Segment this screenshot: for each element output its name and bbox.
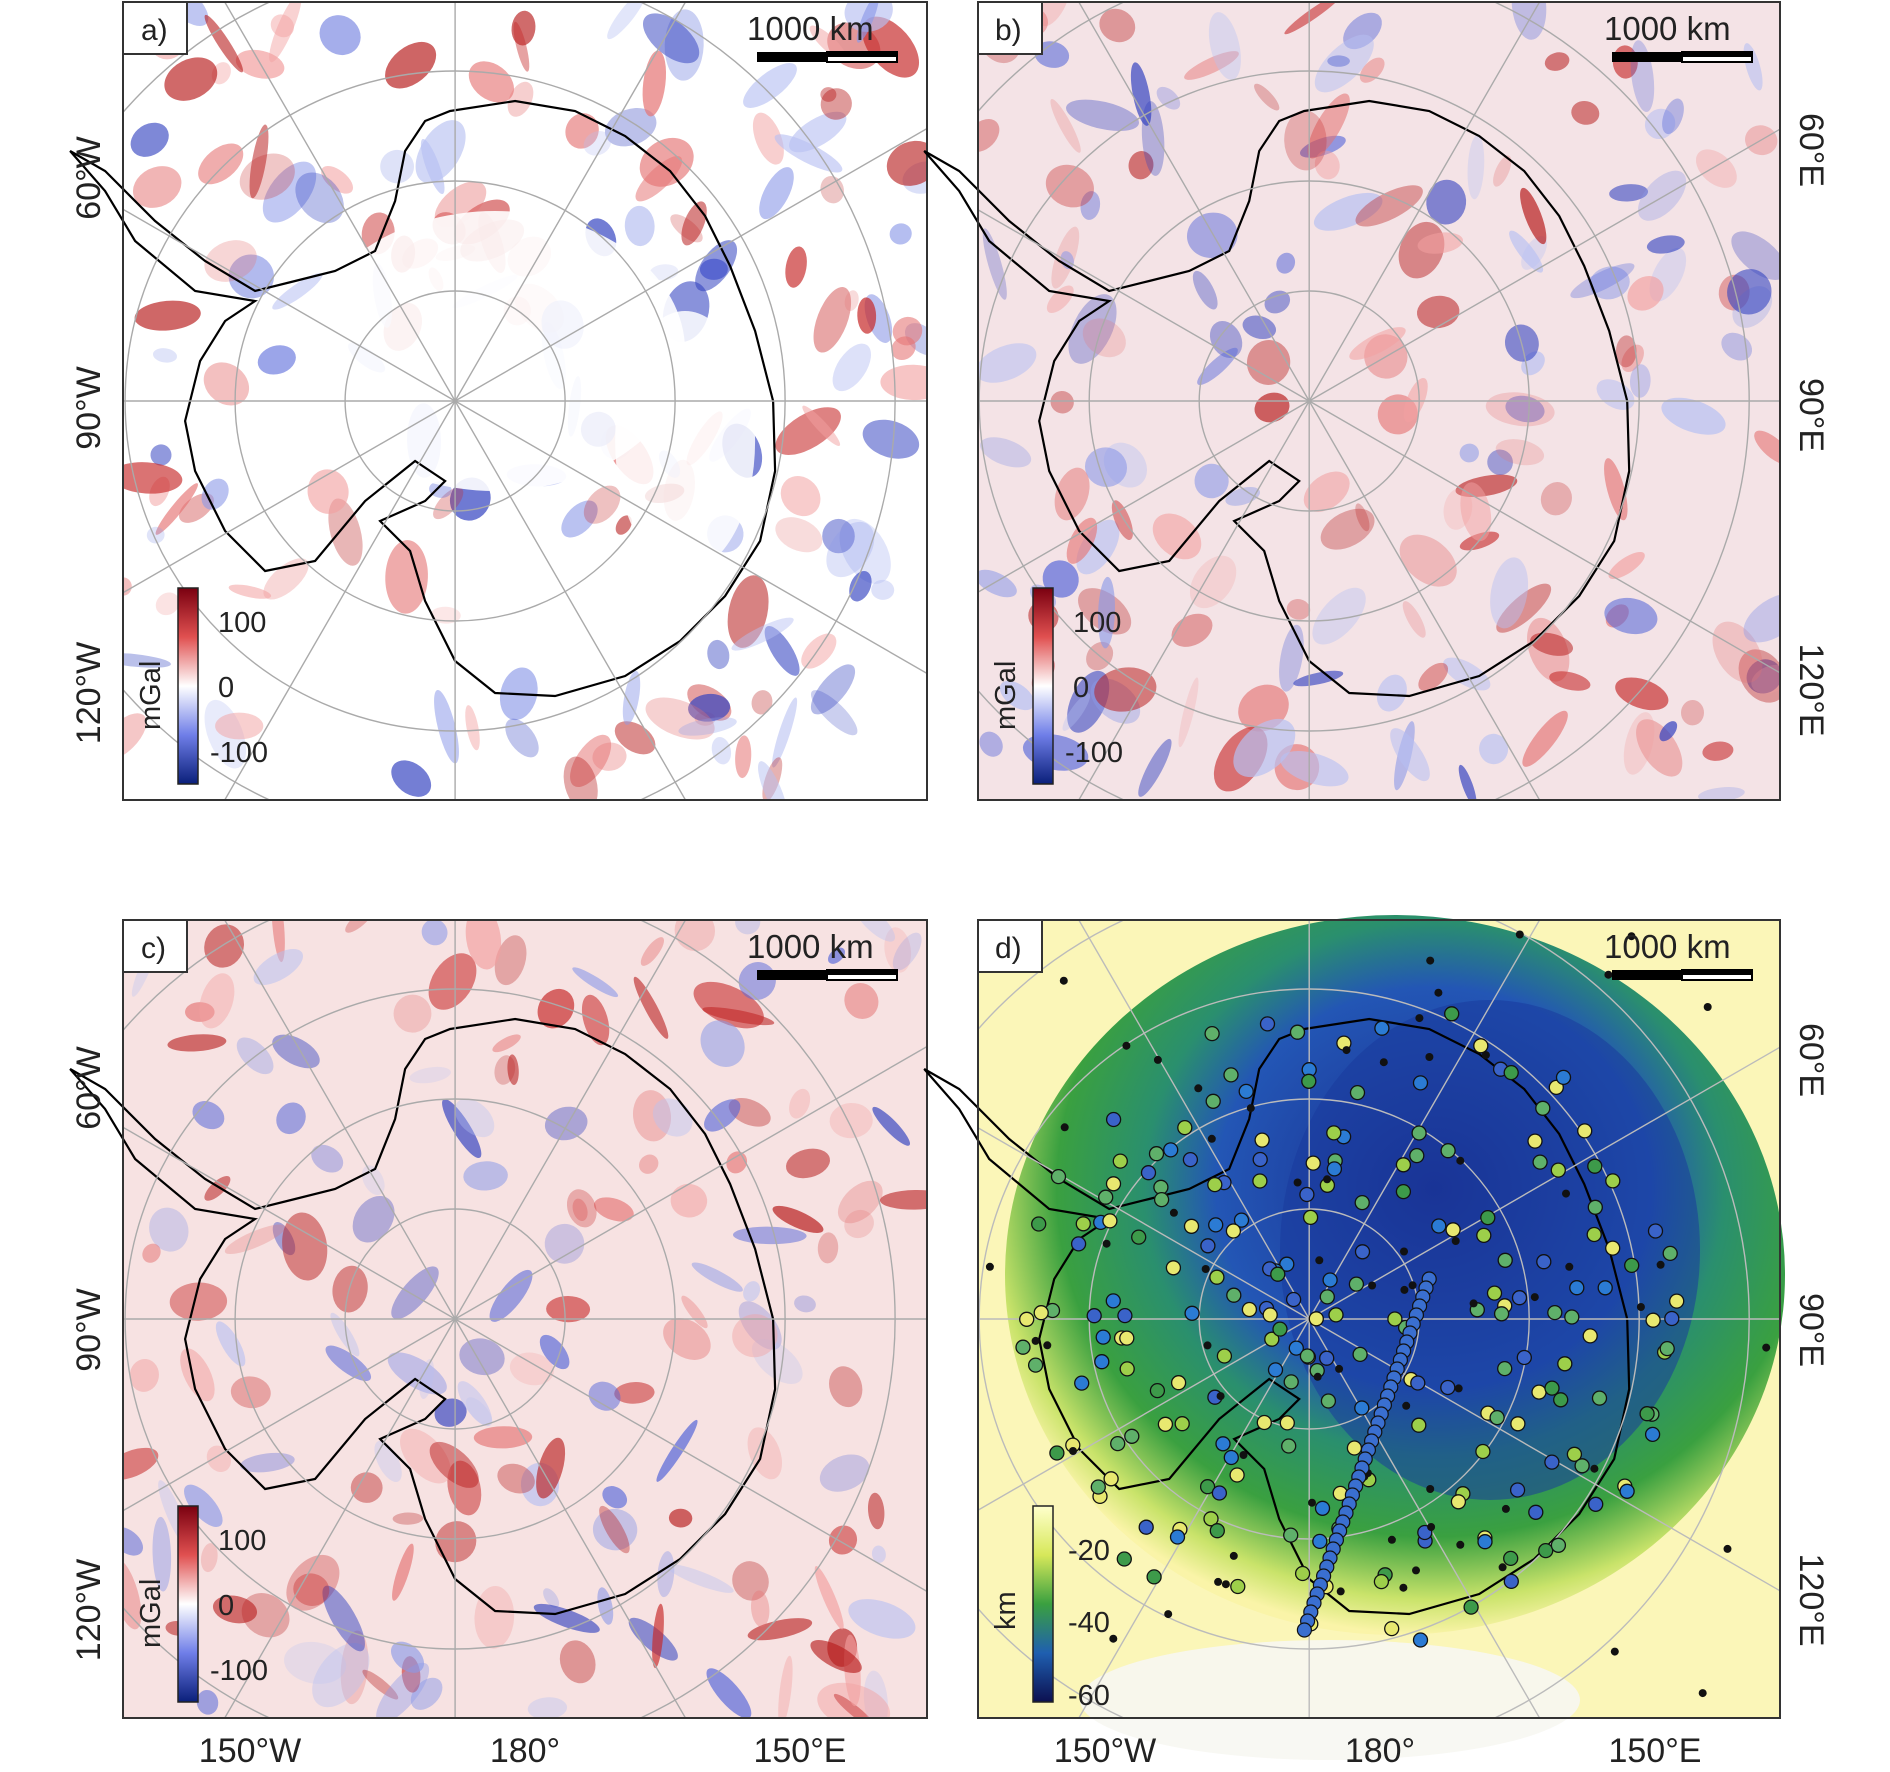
graticule: [123, 920, 927, 1718]
axis-label-left: 120°W: [70, 1559, 108, 1661]
antarctica-coastline: [69, 1017, 777, 1616]
scale-bar: [1612, 969, 1753, 981]
panel-label-box: [122, 919, 188, 973]
map-frame: [122, 1, 928, 801]
axis-label-left: 60°W: [70, 136, 108, 220]
map-frame: [122, 919, 928, 1719]
scale-bar-label: 1000 km: [747, 10, 874, 47]
panel-label-box: [977, 919, 1043, 973]
axis-label-left: 90°W: [70, 366, 108, 450]
panel-label: c): [141, 932, 166, 965]
map-panel-d: d) 1000 km km -20 -40 -60: [923, 915, 1785, 1760]
scale-bar: [757, 51, 898, 63]
colorbar-unit: mGal: [135, 1579, 167, 1648]
map-panel-a: a) 1000 km mGal 100 0 -100: [69, 1, 928, 801]
axis-label-bottom: 180°: [490, 1732, 560, 1770]
axis-label-right: 90°E: [1792, 378, 1830, 452]
colorbar-tick: -100: [210, 1655, 268, 1687]
axis-label-right: 120°E: [1792, 1553, 1830, 1646]
colorbar-tick: 100: [218, 1525, 266, 1557]
panel-label-box: [122, 1, 188, 55]
axis-label-bottom: 150°W: [1054, 1732, 1156, 1770]
colorbar-tick: 0: [218, 1590, 234, 1622]
colorbar: [177, 587, 199, 785]
colorbar: [1032, 1505, 1054, 1703]
map-frame: [977, 919, 1781, 1719]
axis-label-bottom: 150°E: [1608, 1732, 1701, 1770]
scale-bar: [757, 969, 898, 981]
graticule: [978, 2, 1780, 800]
gravity-anomaly-field: [123, 920, 927, 1718]
colorbar-tick: -100: [210, 737, 268, 769]
colorbar-tick: -60: [1068, 1680, 1110, 1712]
axis-label-left: 60°W: [70, 1046, 108, 1130]
colorbar-unit: km: [990, 1591, 1022, 1630]
scale-bar-label: 1000 km: [1604, 928, 1731, 965]
colorbar-tick: 100: [1073, 607, 1121, 639]
axis-label-right: 60°E: [1792, 113, 1830, 187]
antarctica-coastline: [923, 99, 1631, 698]
map-frame: [977, 1, 1781, 801]
colorbar-unit: mGal: [990, 661, 1022, 730]
axis-label-bottom: 150°W: [199, 1732, 301, 1770]
axis-label-left: 120°W: [70, 642, 108, 744]
panel-label: a): [141, 14, 168, 47]
colorbar-unit: mGal: [135, 661, 167, 730]
gravity-anomaly-field: [978, 2, 1780, 800]
scale-bar: [1612, 51, 1753, 63]
axis-label-bottom: 150°E: [753, 1732, 846, 1770]
axis-label-right: 120°E: [1792, 643, 1830, 736]
colorbar-tick: 0: [1073, 672, 1089, 704]
colorbar: [1032, 587, 1054, 785]
axis-label-right: 90°E: [1792, 1293, 1830, 1367]
panel-label: b): [995, 14, 1022, 47]
colorbar-tick: -20: [1068, 1535, 1110, 1567]
map-panel-c: c) 1000 km mGal 100 0 -100: [69, 919, 928, 1719]
map-panel-b: b) 1000 km mGal 100 0 -100: [923, 1, 1781, 801]
colorbar-tick: 0: [218, 672, 234, 704]
scale-bar-label: 1000 km: [747, 928, 874, 965]
scale-bar-label: 1000 km: [1604, 10, 1731, 47]
moho-depth-deep-zone: [1280, 1000, 1700, 1500]
axis-label-right: 60°E: [1792, 1023, 1830, 1097]
colorbar: [177, 1505, 199, 1703]
colorbar-tick: 100: [218, 607, 266, 639]
axis-label-left: 90°W: [70, 1288, 108, 1372]
panel-label-box: [977, 1, 1043, 55]
axis-label-bottom: 180°: [1345, 1732, 1415, 1770]
panel-label: d): [995, 932, 1022, 965]
antarctica-coastline: [923, 1017, 1631, 1616]
antarctica-coastline: [69, 99, 777, 698]
graticule: [123, 2, 927, 800]
colorbar-tick: -40: [1068, 1607, 1110, 1639]
seismic-stations: [985, 930, 1771, 1698]
colorbar-tick: -100: [1065, 737, 1123, 769]
moho-depth-shallow-zone: [1080, 1640, 1580, 1760]
